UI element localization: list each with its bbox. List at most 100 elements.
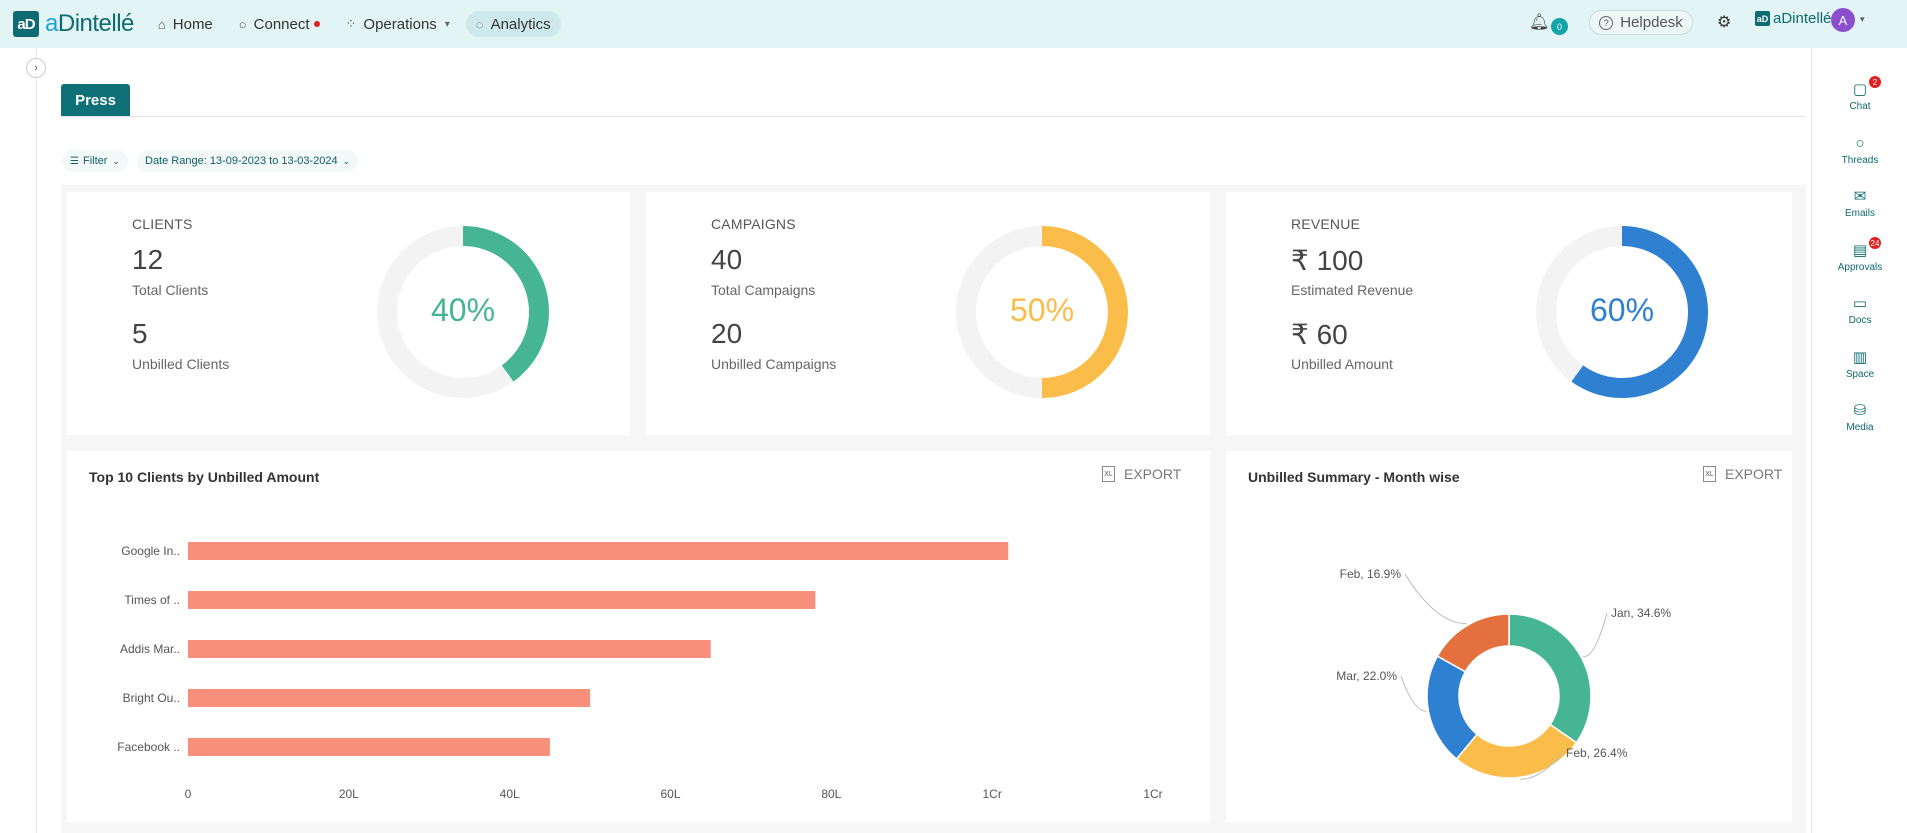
user-settings-icon[interactable]: ⚙ [1717,14,1732,31]
analytics-icon: ◌ [475,16,484,32]
excel-icon: XL [1102,466,1115,482]
operations-icon: ⁘ [345,16,357,31]
rail-media[interactable]: ⛁ Media [1812,402,1907,434]
x-tick-label: 20L [339,787,359,801]
total-campaigns-label: Total Campaigns [711,282,816,298]
rail-threads[interactable]: ○ Threads [1812,135,1907,167]
media-icon: ⛁ [1853,402,1867,419]
helpdesk-label: Helpdesk [1620,14,1683,31]
rail-emails-label: Emails [1844,208,1875,219]
bar [188,738,550,756]
rail-chat-label: Chat [1849,101,1871,112]
x-tick-label: 80L [821,787,841,801]
unbilled-summary-panel: Unbilled Summary - Month wise XL EXPORT … [1226,451,1792,822]
rail-approvals-label: Approvals [1837,262,1883,273]
chat-badge: 2 [1869,76,1881,88]
bar-category-label: Bright Ou.. [123,691,180,705]
chevron-down-icon: ▾ [444,18,450,30]
revenue-percent: 60% [1589,292,1655,328]
rail-threads-label: Threads [1841,155,1879,166]
filter-icon: ☰ [70,155,79,167]
emails-icon: ✉ [1853,188,1867,205]
pie-slice [1508,613,1592,744]
notification-count-badge: 0 [1551,18,1568,35]
connect-icon: ○ [238,16,247,32]
rail-space[interactable]: ▥ Space [1812,349,1907,381]
rail-approvals[interactable]: ▤ 24 Approvals [1812,237,1907,273]
right-quick-access-rail: ▢ 2 Chat ○ Threads ✉ Emails ▤ 24 Approva… [1811,48,1907,833]
tab-divider [61,116,1806,117]
bar [188,591,816,609]
nav-analytics[interactable]: ◌ Analytics [465,11,561,37]
export-button[interactable]: XL EXPORT [1102,466,1181,482]
card-title: CLIENTS [132,216,193,232]
rail-docs[interactable]: ▭ Docs [1812,296,1907,327]
x-tick-label: 60L [660,787,680,801]
campaigns-percent: 50% [1009,292,1075,328]
helpdesk-button[interactable]: ? Helpdesk [1589,10,1693,35]
total-clients-value: 12 [132,244,164,275]
x-tick-label: 0 [185,787,192,801]
tab-press[interactable]: Press [61,84,130,117]
bar [188,542,1009,560]
rail-space-label: Space [1845,369,1875,380]
date-range-label: Date Range: 13-09-2023 to 13-03-2024 [145,155,338,167]
export-label: EXPORT [1725,466,1783,482]
pie-leader-line [1404,573,1467,625]
pie-slice-label: Feb, 16.9% [1340,567,1402,581]
campaigns-card: CAMPAIGNS 40 Total Campaigns 20 Unbilled… [646,192,1210,435]
filter-button[interactable]: ☰ Filter ⌄ [62,150,128,172]
chevron-right-icon: › [34,62,38,74]
chat-icon: ▢ [1852,81,1868,98]
unbilled-clients-value: 5 [132,318,148,349]
total-campaigns-value: 40 [711,244,743,275]
bar [188,640,711,658]
notification-dot [313,21,320,27]
pie-leader-line [1520,752,1563,780]
pie-slice-label: Feb, 26.4% [1566,746,1628,760]
export-button[interactable]: XL EXPORT [1703,466,1782,482]
main-nav: ⌂ Home ○ Connect ⁘ Operations ▾ ◌ Analyt… [148,11,567,37]
unbilled-amount-label: Unbilled Amount [1291,356,1393,372]
pie-slice-label: Jan, 34.6% [1611,606,1671,620]
rail-chat[interactable]: ▢ 2 Chat [1812,76,1907,112]
expand-sidebar-button[interactable]: › [26,58,46,78]
bell-icon[interactable]: 🔔︎ [1529,14,1550,31]
rail-media-label: Media [1846,422,1874,433]
space-icon: ▥ [1852,349,1868,366]
clients-donut [377,226,549,398]
logo-text: aDintellé [45,10,134,37]
x-tick-label: 1Cr [1143,787,1162,801]
donut-value-arc [1042,226,1128,398]
bar [188,689,591,707]
card-title: REVENUE [1291,216,1361,232]
unbilled-clients-label: Unbilled Clients [132,356,230,372]
date-range-dropdown[interactable]: Date Range: 13-09-2023 to 13-03-2024 ⌄ [137,150,359,172]
home-icon: ⌂ [157,16,166,32]
nav-connect[interactable]: ○ Connect [229,11,330,37]
unbilled-campaigns-label: Unbilled Campaigns [711,356,837,372]
threads-icon: ○ [1855,135,1865,152]
chevron-down-icon[interactable]: ▾ [1860,14,1865,24]
avatar[interactable]: A [1831,8,1855,32]
estimated-revenue-value: ₹ 100 [1291,245,1364,276]
unbilled-amount-value: ₹ 60 [1291,319,1348,350]
export-label: EXPORT [1124,466,1182,482]
pie-chart: Jan, 34.6% Feb, 26.4% Mar, 22.0% Feb, 16.9% [1336,567,1671,780]
pie-leader-line [1400,675,1427,712]
app-logo[interactable]: aD aDintellé [13,10,134,38]
nav-operations[interactable]: ⁘ Operations ▾ [336,11,460,37]
bar-category-label: Facebook .. [117,740,180,754]
approvals-icon: ▤ [1852,242,1868,259]
revenue-card: REVENUE ₹ 100 Estimated Revenue ₹ 60 Unb… [1226,192,1792,435]
nav-home[interactable]: ⌂ Home [148,11,223,37]
top-navigation-bar: aD aDintellé ⌂ Home ○ Connect ⁘ Operatio… [0,0,1907,48]
chevron-down-icon: ⌄ [112,155,120,166]
top-clients-panel: Top 10 Clients by Unbilled Amount XL EXP… [67,451,1210,822]
excel-icon: XL [1703,466,1716,482]
help-icon: ? [1599,15,1614,30]
bar-category-label: Times of .. [124,593,180,607]
rail-emails[interactable]: ✉ Emails [1812,188,1907,220]
nav-analytics-label: Analytics [490,15,551,33]
donut-value-arc [463,226,549,382]
